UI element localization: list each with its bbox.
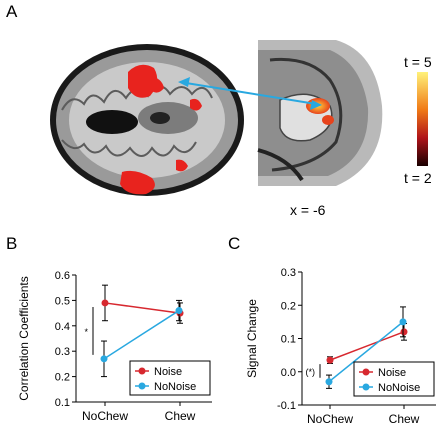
y-tick-label: 0.2 [55, 372, 70, 384]
data-point-nonoise [325, 378, 333, 386]
legend-marker-nonoise [138, 382, 146, 390]
data-point-noise [101, 299, 109, 307]
connection-arrow [178, 77, 322, 110]
colorbar-min-label: t = 2 [404, 170, 432, 186]
panel-label-a: A [6, 2, 18, 21]
series-line-noise [329, 331, 405, 361]
brain-figure [50, 40, 428, 196]
data-point-nonoise [399, 318, 407, 326]
data-point-noise [326, 356, 334, 364]
y-tick-label: 0.5 [55, 295, 70, 307]
y-tick-label: 0.6 [55, 270, 70, 282]
legend-label-noise: Noise [154, 366, 182, 378]
y-axis-label: Signal Change [245, 299, 259, 378]
colorbar-max-label: t = 5 [404, 54, 432, 70]
series-line-nonoise [328, 321, 404, 383]
axial-brain-slice [50, 44, 244, 196]
colorbar [417, 72, 428, 166]
significance-marker: * [84, 327, 88, 337]
legend-box [353, 361, 435, 397]
data-point-noise [400, 328, 408, 336]
legend-label-nonoise: NoNoise [378, 382, 420, 394]
legend-label-noise: Noise [378, 367, 406, 379]
legend-marker-nonoise [362, 383, 370, 391]
y-tick-label: 0.3 [281, 267, 296, 279]
slice-coordinate-label: x = -6 [290, 202, 326, 218]
y-tick-label: 0.1 [55, 397, 70, 409]
significance-marker: (*) [306, 367, 316, 377]
y-tick-label: 0.3 [55, 346, 70, 358]
legend-marker-noise [362, 368, 370, 376]
panel-label-c: C [228, 234, 241, 253]
series-line-noise [104, 302, 181, 314]
data-point-nonoise [175, 307, 183, 315]
y-tick-label: -0.1 [277, 400, 296, 412]
sagittal-brain-slice [257, 40, 383, 186]
y-tick-label: 0.2 [281, 300, 296, 312]
data-point-nonoise [100, 355, 108, 363]
x-tick-label: NoChew [82, 409, 128, 423]
x-tick-label: Chew [165, 409, 196, 423]
legend-label-nonoise: NoNoise [154, 381, 196, 393]
x-tick-label: Chew [389, 412, 420, 426]
y-tick-label: 0.0 [281, 367, 296, 379]
x-tick-label: NoChew [307, 412, 353, 426]
chart-signal-change: 0.3 0.2 0.1 0.0 -0.1 NoChew Chew Signal Change (… [245, 267, 436, 426]
legend-box [129, 360, 211, 396]
y-axis-label: Correlation Coefficients [17, 276, 31, 401]
series-line-nonoise [103, 309, 180, 360]
y-tick-label: 0.4 [55, 321, 70, 333]
legend-marker-noise [138, 367, 146, 375]
chart-correlation: 0.6 0.5 0.4 0.3 0.2 0.1 NoChew Chew Correlation … [17, 270, 212, 423]
y-tick-label: 0.1 [281, 334, 296, 346]
panel-label-b: B [6, 234, 18, 253]
